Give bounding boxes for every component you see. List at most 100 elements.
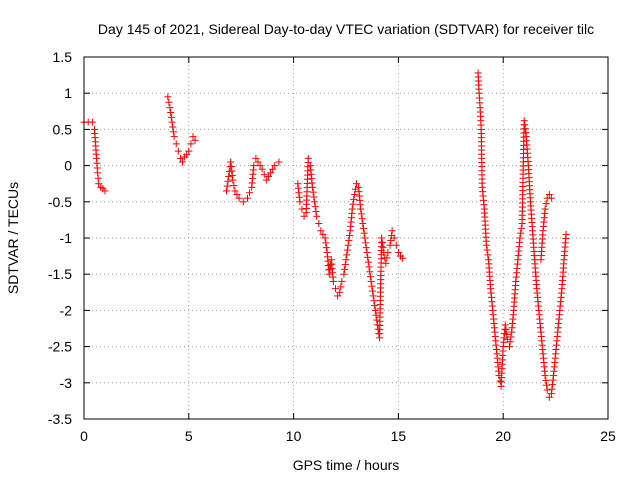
data-point [340, 270, 348, 278]
data-point [309, 188, 317, 196]
data-point [362, 244, 370, 252]
data-point [483, 246, 491, 254]
data-point [373, 316, 381, 324]
y-tick-label: -3 [60, 375, 73, 391]
y-tick-label: -2.5 [48, 339, 72, 355]
data-point [224, 177, 232, 185]
data-point [344, 241, 352, 249]
data-point [399, 254, 407, 262]
data-point [300, 212, 308, 220]
data-point [562, 230, 570, 238]
data-point [235, 194, 243, 202]
data-point [341, 265, 349, 273]
data-point [364, 253, 372, 261]
data-point [185, 147, 193, 155]
data-point [349, 200, 357, 208]
data-point [368, 282, 376, 290]
x-tick-label: 20 [495, 428, 511, 444]
y-tick-label: 0.5 [53, 121, 73, 137]
data-point [516, 234, 524, 242]
data-point [359, 224, 367, 232]
data-point [315, 220, 323, 228]
data-point [267, 169, 275, 177]
data-point [505, 343, 513, 351]
data-point [169, 123, 177, 131]
plot-frame [83, 56, 609, 420]
data-point [312, 207, 320, 215]
data-point [502, 326, 510, 334]
data-point [170, 133, 178, 141]
data-point [230, 182, 238, 190]
data-point [545, 393, 553, 401]
data-point [370, 297, 378, 305]
data-point [371, 302, 379, 310]
data-point [183, 151, 191, 159]
data-point [187, 140, 195, 148]
data-point [295, 189, 303, 197]
data-point [256, 162, 264, 170]
data-point [254, 158, 262, 166]
data-point [392, 241, 400, 249]
data-point [507, 333, 515, 341]
data-point [101, 187, 109, 195]
data-point [350, 191, 358, 199]
data-point [260, 171, 268, 179]
data-point [521, 121, 529, 129]
data-point [517, 224, 525, 232]
data-point [350, 195, 358, 203]
data-point [345, 236, 353, 244]
data-point [386, 241, 394, 249]
data-point [311, 203, 319, 211]
data-point [231, 187, 239, 195]
data-point [325, 270, 333, 278]
data-point [341, 261, 349, 269]
data-point [542, 200, 550, 208]
data-point [233, 191, 241, 199]
data-point [383, 254, 391, 262]
data-point [166, 104, 174, 112]
data-point [165, 98, 173, 106]
data-point [189, 133, 197, 141]
data-point [379, 244, 387, 252]
data-point [227, 158, 235, 166]
data-point [517, 229, 525, 237]
data-point [322, 239, 330, 247]
data-point [541, 205, 549, 213]
data-point [484, 251, 492, 259]
data-point [252, 154, 260, 162]
data-point [172, 140, 180, 148]
data-point [176, 154, 184, 162]
data-point [334, 292, 342, 300]
data-point [321, 234, 329, 242]
data-point [271, 162, 279, 170]
data-point [191, 136, 199, 144]
data-point [343, 246, 351, 254]
data-point [308, 183, 316, 191]
data-point [547, 194, 555, 202]
data-point [246, 189, 254, 197]
data-point [361, 234, 369, 242]
y-tick-label: 0 [64, 158, 72, 174]
data-point [227, 163, 235, 171]
data-point [365, 263, 373, 271]
data-point [348, 205, 356, 213]
data-point [520, 117, 528, 125]
data-point [229, 176, 237, 184]
data-point [223, 187, 231, 195]
tick-labels: -3.5 -3 -2.5 -2 -1.5 -1 -0.5 0 0.5 1 1.5 0 5 10 15 20 25 [48, 49, 616, 444]
data-point [294, 180, 302, 188]
data-point [343, 251, 351, 259]
data-point [336, 288, 344, 296]
data-point [94, 169, 102, 177]
data-point [167, 113, 175, 121]
data-point [362, 239, 370, 247]
grid-lines [84, 57, 608, 419]
data-point [378, 239, 386, 247]
data-point [345, 232, 353, 240]
y-tick-label: -0.5 [48, 194, 72, 210]
data-point [174, 147, 182, 155]
data-point [369, 287, 377, 295]
data-point [352, 180, 360, 188]
data-point [164, 93, 172, 101]
